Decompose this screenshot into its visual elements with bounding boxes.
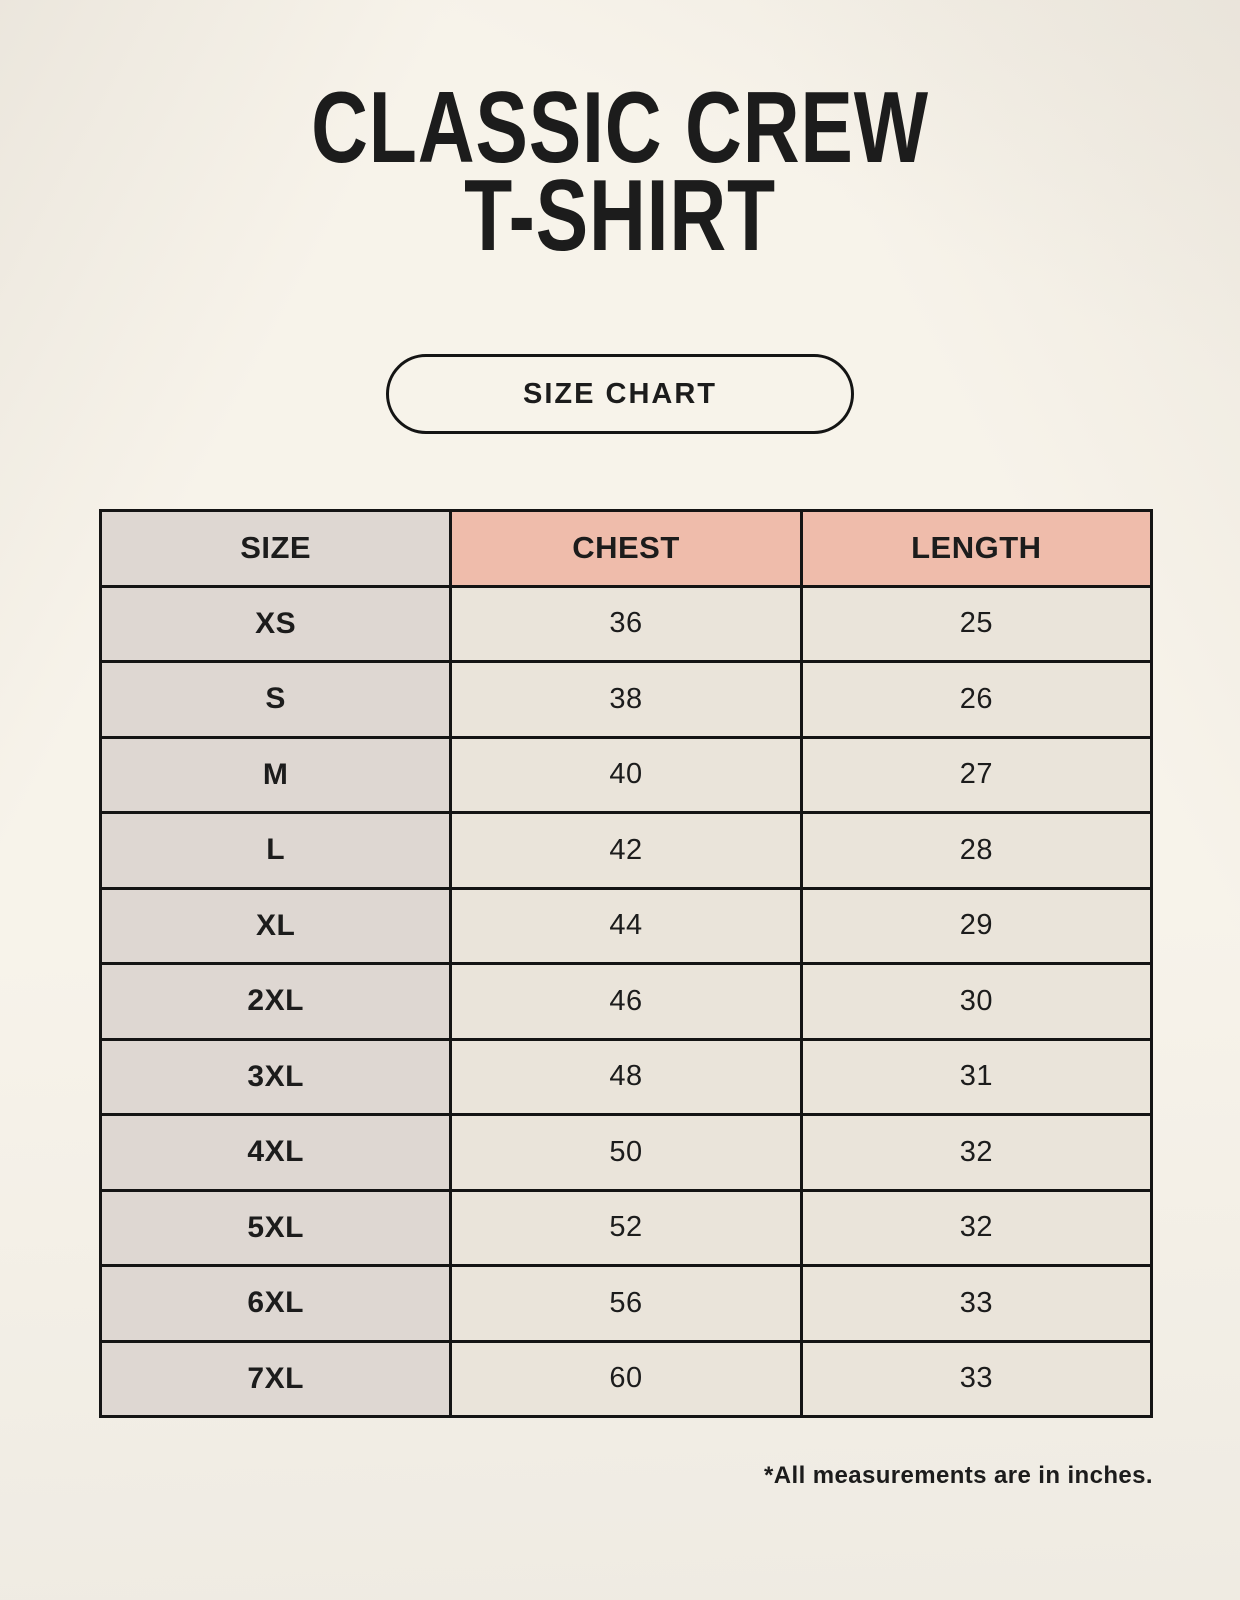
size-cell: 2XL [98,962,453,1041]
size-cell: 4XL [98,1113,453,1192]
table-row: 3XL 48 31 [98,1037,1154,1116]
size-chart-button[interactable]: SIZE CHART [386,354,854,434]
chest-cell: 36 [449,584,803,663]
table-row: 7XL 60 33 [98,1339,1154,1418]
chest-cell: 44 [449,886,803,965]
table-row: M 40 27 [98,735,1154,814]
size-table-header: SIZE CHEST LENGTH [98,509,1154,588]
table-row: 4XL 50 32 [98,1113,1154,1192]
size-cell: 3XL [98,1037,453,1116]
length-cell: 31 [799,1037,1154,1116]
size-table-body: XS 36 25 S 38 26 M 40 27 L 42 28 XL 44 29 2XL 46 30 3XL 48 3… [98,584,1154,1418]
column-header-length: LENGTH [799,509,1154,588]
table-row: 6XL 56 33 [98,1264,1154,1343]
chest-cell: 46 [449,962,803,1041]
chest-cell: 40 [449,735,803,814]
chest-cell: 56 [449,1264,803,1343]
chest-cell: 38 [449,660,803,739]
size-cell: 6XL [98,1264,453,1343]
size-cell: XL [98,886,453,965]
page-title: CLASSIC CREW T-SHIRT [136,72,1103,272]
length-cell: 26 [799,660,1154,739]
length-cell: 32 [799,1113,1154,1192]
size-cell: M [98,735,453,814]
column-header-size: SIZE [98,509,453,588]
page-title-line-2: T-SHIRT [464,160,776,272]
chest-cell: 48 [449,1037,803,1116]
length-cell: 33 [799,1264,1154,1343]
length-cell: 29 [799,886,1154,965]
length-cell: 32 [799,1188,1154,1267]
length-cell: 33 [799,1339,1154,1418]
table-row: 2XL 46 30 [98,962,1154,1041]
size-cell: 5XL [98,1188,453,1267]
size-chart-button-label: SIZE CHART [523,377,717,410]
measurements-footnote: *All measurements are in inches. [764,1462,1153,1489]
table-row: L 42 28 [98,811,1154,890]
table-row: S 38 26 [98,660,1154,739]
size-cell: L [98,811,453,890]
size-cell: XS [98,584,453,663]
table-row: XL 44 29 [98,886,1154,965]
size-cell: 7XL [98,1339,453,1418]
length-cell: 30 [799,962,1154,1041]
chest-cell: 52 [449,1188,803,1267]
length-cell: 25 [799,584,1154,663]
size-cell: S [98,660,453,739]
length-cell: 27 [799,735,1154,814]
header-row: SIZE CHEST LENGTH [98,509,1154,588]
length-cell: 28 [799,811,1154,890]
column-header-chest: CHEST [449,509,803,588]
chest-cell: 42 [449,811,803,890]
chest-cell: 50 [449,1113,803,1192]
table-row: XS 36 25 [98,584,1154,663]
chest-cell: 60 [449,1339,803,1418]
page-title-line-1: CLASSIC CREW [311,72,929,184]
table-row: 5XL 52 32 [98,1188,1154,1267]
size-table: SIZE CHEST LENGTH XS 36 25 S 38 26 M 40 27 L 42 28 X… [98,509,1154,1418]
